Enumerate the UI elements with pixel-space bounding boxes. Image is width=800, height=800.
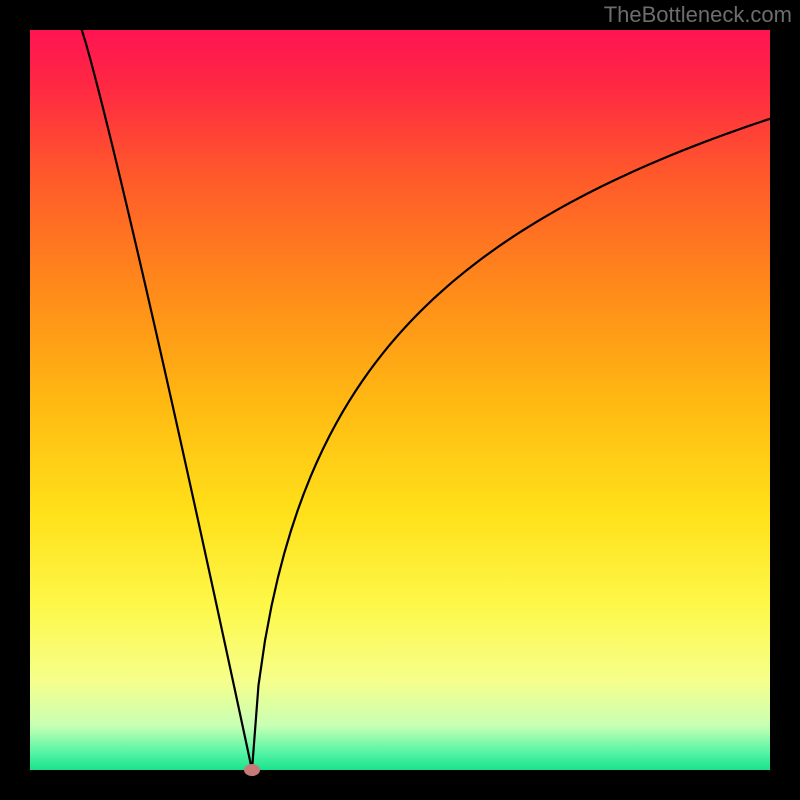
plot-area xyxy=(30,30,770,770)
chart-container: TheBottleneck.com xyxy=(0,0,800,800)
curve-layer xyxy=(30,30,770,770)
watermark-text: TheBottleneck.com xyxy=(604,2,792,28)
bottleneck-curve-path xyxy=(82,30,770,770)
optimal-point-marker xyxy=(244,764,260,776)
